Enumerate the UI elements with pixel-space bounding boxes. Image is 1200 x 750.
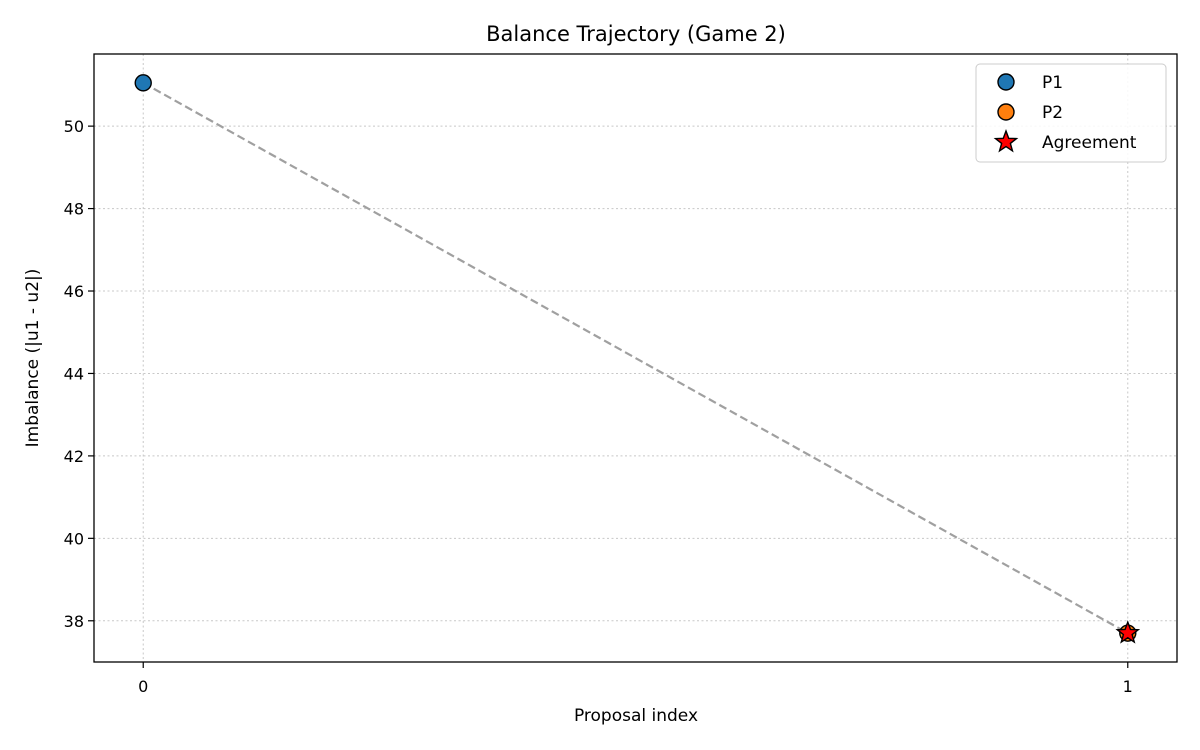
x-tick-label: 1 xyxy=(1123,677,1133,696)
y-axis-ticks: 38 40 42 44 46 48 50 xyxy=(64,117,94,631)
y-tick-label: 48 xyxy=(64,200,84,219)
legend-marker-p2 xyxy=(997,103,1015,121)
y-tick-label: 38 xyxy=(64,612,84,631)
y-tick-label: 50 xyxy=(64,117,84,136)
y-tick-label: 40 xyxy=(64,529,84,548)
legend-label-p1: P1 xyxy=(1042,73,1063,93)
y-tick-label: 46 xyxy=(64,282,84,301)
agreement-point xyxy=(1115,620,1141,644)
plot-frame xyxy=(93,53,1178,663)
legend-box xyxy=(975,63,1167,163)
legend-marker-agreement xyxy=(993,128,1019,153)
x-tick-label: 0 xyxy=(138,677,148,696)
legend-label-p2: P2 xyxy=(1042,103,1063,123)
legend-label-agreement: Agreement xyxy=(1042,133,1137,153)
x-axis-label: Proposal index xyxy=(574,706,698,726)
trajectory xyxy=(142,81,1129,635)
trajectory-line xyxy=(142,81,1129,635)
markers xyxy=(134,74,1141,644)
legend-marker-p1 xyxy=(997,73,1015,91)
y-axis-label: Imbalance (|u1 - u2|) xyxy=(23,269,43,448)
y-tick-label: 42 xyxy=(64,447,84,466)
y-tick-label: 44 xyxy=(64,364,84,383)
legend: P1 P2 Agreement xyxy=(975,63,1167,163)
p1-point xyxy=(134,74,152,92)
chart-title: Balance Trajectory (Game 2) xyxy=(486,22,786,46)
grid xyxy=(94,54,1177,662)
